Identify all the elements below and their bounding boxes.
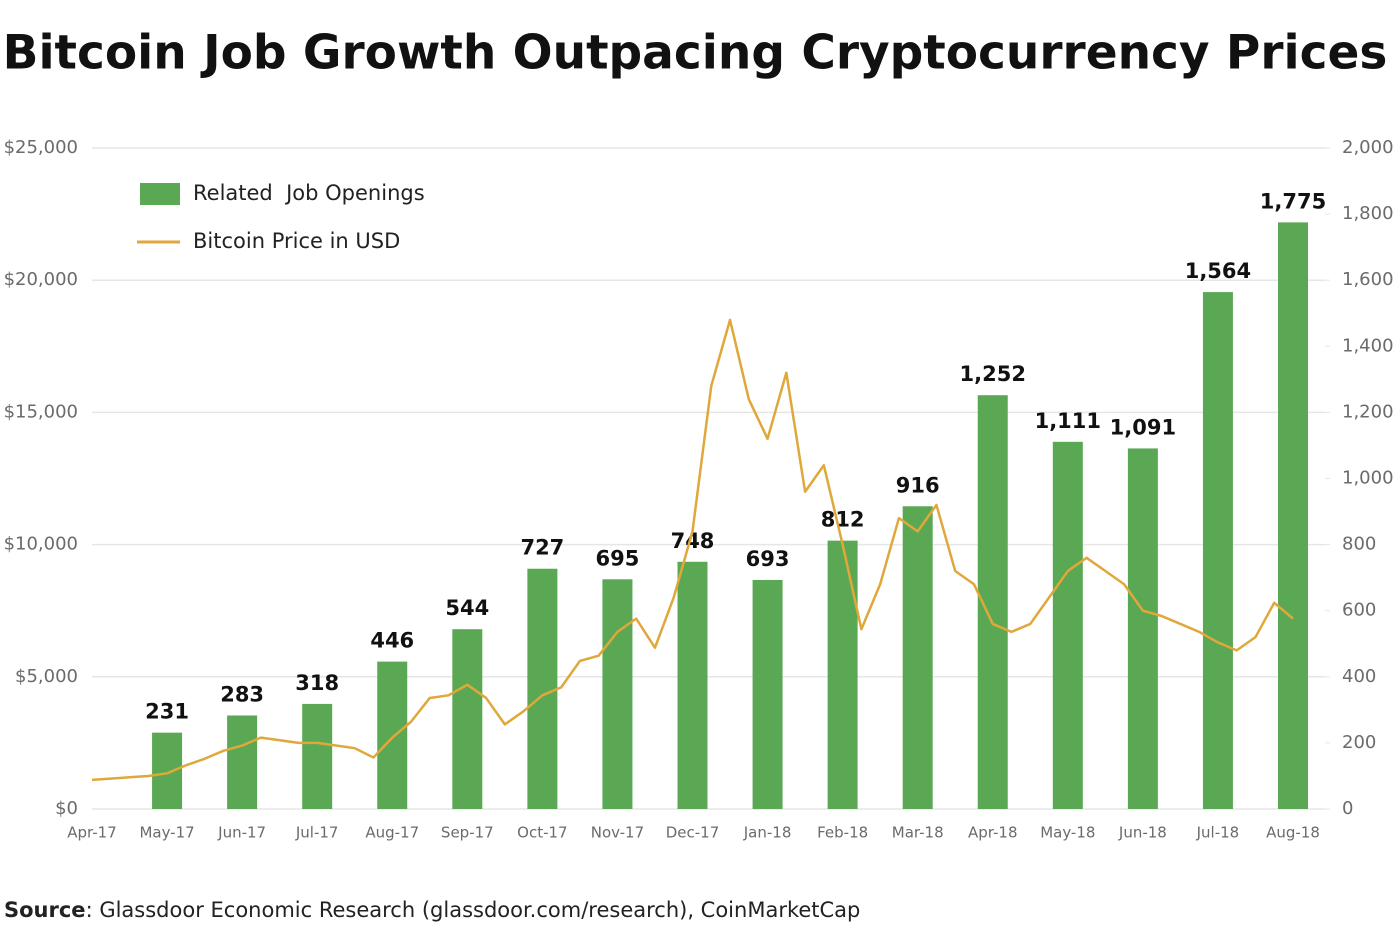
bar <box>1052 441 1083 809</box>
bar <box>677 561 708 809</box>
x-tick-label: May-17 <box>139 824 194 842</box>
source-text: : Glassdoor Economic Research (glassdoor… <box>86 898 861 922</box>
data-label: 446 <box>370 629 414 653</box>
data-label: 693 <box>746 547 790 571</box>
bar <box>1278 222 1308 810</box>
bar <box>902 506 933 809</box>
bar <box>1127 448 1158 809</box>
y2-tick-label: 400 <box>1342 666 1376 687</box>
y2-tick-label: 1,400 <box>1342 335 1394 356</box>
data-label: 283 <box>220 682 264 706</box>
x-tick-label: Jul-18 <box>1196 824 1240 842</box>
x-tick-label: Aug-17 <box>365 824 419 842</box>
source-label: Source <box>4 898 86 922</box>
x-tick-label: Jun-18 <box>1118 824 1167 842</box>
bar <box>602 579 633 809</box>
x-tick-label: Sep-17 <box>441 824 494 842</box>
bar <box>152 732 183 809</box>
y2-tick-label: 800 <box>1342 534 1376 555</box>
bar <box>752 579 783 809</box>
data-label: 1,091 <box>1110 415 1176 439</box>
price-line <box>91 318 1294 782</box>
bar <box>1202 292 1233 809</box>
data-label: 1,775 <box>1260 189 1326 213</box>
y2-tick-label: 1,600 <box>1342 269 1394 290</box>
data-label: 231 <box>145 700 189 724</box>
x-tick-label: Jul-17 <box>295 824 339 842</box>
y2-tick-label: 600 <box>1342 600 1376 621</box>
bar <box>227 715 258 809</box>
y-tick-label: $0 <box>55 798 78 819</box>
legend-swatch <box>140 183 180 205</box>
data-label: 727 <box>520 536 564 560</box>
x-tick-label: May-18 <box>1040 824 1095 842</box>
x-tick-label: Oct-17 <box>517 824 567 842</box>
bar <box>302 703 333 809</box>
y-tick-label: $15,000 <box>4 401 78 422</box>
x-tick-label: Aug-18 <box>1266 824 1320 842</box>
data-label: 544 <box>445 596 489 620</box>
data-label: 318 <box>295 671 339 695</box>
y2-tick-label: 2,000 <box>1342 137 1394 158</box>
bar <box>377 661 408 809</box>
y-tick-label: $20,000 <box>4 269 78 290</box>
data-label: 1,564 <box>1185 259 1251 283</box>
y-tick-label: $5,000 <box>15 666 78 687</box>
x-tick-label: Nov-17 <box>591 824 644 842</box>
x-tick-label: Apr-17 <box>67 824 117 842</box>
data-label: 1,111 <box>1035 409 1101 433</box>
x-tick-label: Jun-17 <box>217 824 266 842</box>
y2-tick-label: 0 <box>1342 798 1353 819</box>
data-label: 695 <box>596 546 640 570</box>
data-label: 916 <box>896 473 940 497</box>
source: Source: Glassdoor Economic Research (gla… <box>4 898 860 922</box>
bar <box>527 568 558 809</box>
y2-tick-label: 1,800 <box>1342 203 1394 224</box>
bar <box>827 540 858 809</box>
chart-title: Bitcoin Job Growth Outpacing Cryptocurre… <box>3 26 1388 81</box>
y-tick-label: $25,000 <box>4 137 78 158</box>
x-tick-label: Apr-18 <box>968 824 1018 842</box>
legend-label: Bitcoin Price in USD <box>193 229 400 253</box>
x-tick-label: Mar-18 <box>892 824 944 842</box>
x-tick-label: Dec-17 <box>666 824 720 842</box>
y2-tick-label: 1,200 <box>1342 401 1394 422</box>
y2-tick-label: 200 <box>1342 732 1376 753</box>
y2-tick-label: 1,000 <box>1342 468 1394 489</box>
x-tick-label: Jan-18 <box>743 824 792 842</box>
bar <box>452 629 483 809</box>
legend-label: Related Job Openings <box>193 181 425 205</box>
data-label: 1,252 <box>960 362 1026 386</box>
x-tick-label: Feb-18 <box>817 824 868 842</box>
data-label: 812 <box>821 508 865 532</box>
y-tick-label: $10,000 <box>4 534 78 555</box>
